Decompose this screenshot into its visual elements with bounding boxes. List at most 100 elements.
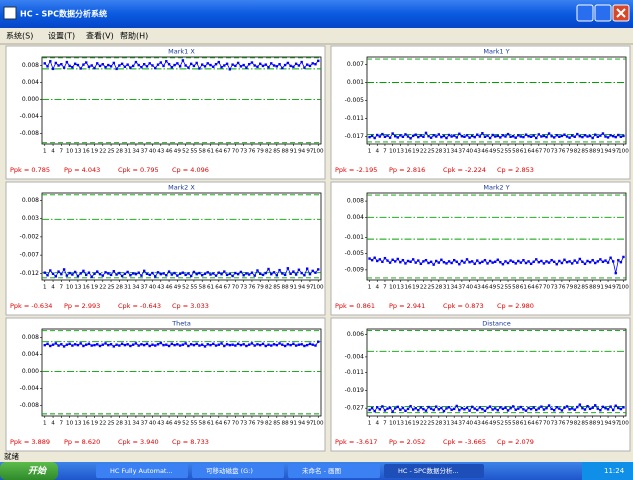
- data-point: [571, 407, 573, 409]
- data-point: [553, 409, 555, 411]
- data-point: [201, 63, 203, 65]
- x-tick-label: 91: [290, 285, 298, 291]
- data-point: [229, 344, 231, 346]
- y-tick-label: 0.000: [22, 368, 39, 375]
- x-tick-label: 55: [504, 285, 512, 291]
- data-point: [66, 61, 68, 63]
- x-tick-label: 25: [107, 149, 115, 155]
- x-tick-label: 40: [149, 149, 157, 155]
- x-tick-label: 85: [581, 149, 589, 155]
- data-point: [74, 271, 76, 273]
- capability-stat: Cpk = -2.224: [443, 166, 486, 174]
- data-point: [115, 344, 117, 346]
- data-point: [389, 407, 391, 409]
- x-tick-label: 31: [124, 149, 132, 155]
- data-point: [132, 65, 134, 67]
- data-point: [248, 273, 250, 275]
- data-point: [597, 260, 599, 262]
- data-point: [207, 62, 209, 64]
- capability-stat: Cp = 3.033: [172, 302, 209, 310]
- x-tick-label: 88: [589, 149, 597, 155]
- data-point: [532, 261, 534, 263]
- data-point: [129, 345, 131, 347]
- data-point: [376, 134, 378, 136]
- menu-item[interactable]: 查看(V): [86, 31, 114, 41]
- maximize-button[interactable]: [595, 5, 611, 21]
- data-point: [289, 344, 291, 346]
- data-point: [242, 274, 244, 276]
- x-tick-label: 22: [99, 421, 106, 427]
- data-point: [612, 260, 614, 262]
- data-point: [502, 408, 504, 410]
- data-point: [218, 344, 220, 346]
- data-point: [422, 136, 424, 138]
- data-point: [79, 67, 81, 69]
- data-point: [140, 343, 142, 345]
- data-point: [381, 261, 383, 263]
- data-point: [517, 260, 519, 262]
- data-point: [432, 134, 434, 136]
- data-point: [604, 135, 606, 137]
- data-point: [300, 343, 302, 345]
- x-tick-label: 100: [313, 149, 324, 155]
- data-point: [182, 344, 184, 346]
- data-point: [195, 62, 197, 64]
- data-point: [622, 256, 624, 258]
- data-point: [443, 410, 445, 412]
- data-point: [118, 64, 120, 66]
- x-tick-label: 79: [257, 421, 265, 427]
- data-point: [543, 262, 545, 264]
- data-point: [397, 136, 399, 138]
- data-point: [298, 344, 300, 346]
- data-point: [402, 136, 404, 138]
- data-point: [389, 137, 391, 139]
- x-tick-label: 61: [520, 421, 528, 427]
- menu-item[interactable]: 帮助(H): [120, 31, 148, 41]
- x-tick-label: 10: [389, 285, 397, 291]
- data-point: [237, 273, 239, 275]
- minimize-button[interactable]: [577, 5, 593, 21]
- data-point: [82, 345, 84, 347]
- menu-item[interactable]: 设置(T): [48, 31, 75, 41]
- x-tick-label: 25: [107, 421, 115, 427]
- data-point: [49, 345, 51, 347]
- data-point: [412, 135, 414, 137]
- data-point: [126, 343, 128, 345]
- data-point: [427, 406, 429, 408]
- data-point: [591, 137, 593, 139]
- data-point: [507, 133, 509, 135]
- x-tick-label: 34: [132, 285, 140, 291]
- x-tick-label: 52: [182, 285, 189, 291]
- data-point: [566, 405, 568, 407]
- data-point: [173, 272, 175, 274]
- x-tick-label: 1: [43, 421, 47, 427]
- data-point: [474, 263, 476, 265]
- data-point: [479, 262, 481, 264]
- x-tick-label: 40: [149, 285, 157, 291]
- data-point: [215, 274, 217, 276]
- x-tick-label: 1: [43, 285, 47, 291]
- data-point: [430, 407, 432, 409]
- y-tick-label: 0.004: [22, 79, 39, 86]
- data-point: [209, 344, 211, 346]
- menu-item[interactable]: 系统(S): [6, 31, 33, 41]
- data-point: [107, 344, 109, 346]
- data-point: [438, 408, 440, 410]
- data-point: [407, 408, 409, 410]
- data-point: [146, 273, 148, 275]
- data-point: [149, 345, 151, 347]
- data-point: [558, 260, 560, 262]
- task-label: HC Fully Automat...: [110, 467, 173, 475]
- data-point: [91, 276, 93, 278]
- data-point: [44, 344, 46, 346]
- data-point: [609, 134, 611, 136]
- data-point: [376, 406, 378, 408]
- data-point: [85, 61, 87, 63]
- x-tick-label: 22: [99, 285, 106, 291]
- data-point: [137, 64, 139, 66]
- x-tick-label: 34: [451, 285, 459, 291]
- capability-stat: Pp = 2.816: [389, 166, 425, 174]
- x-tick-label: 34: [132, 421, 140, 427]
- y-tick-label: -0.007: [20, 252, 40, 259]
- x-tick-label: 85: [581, 421, 589, 427]
